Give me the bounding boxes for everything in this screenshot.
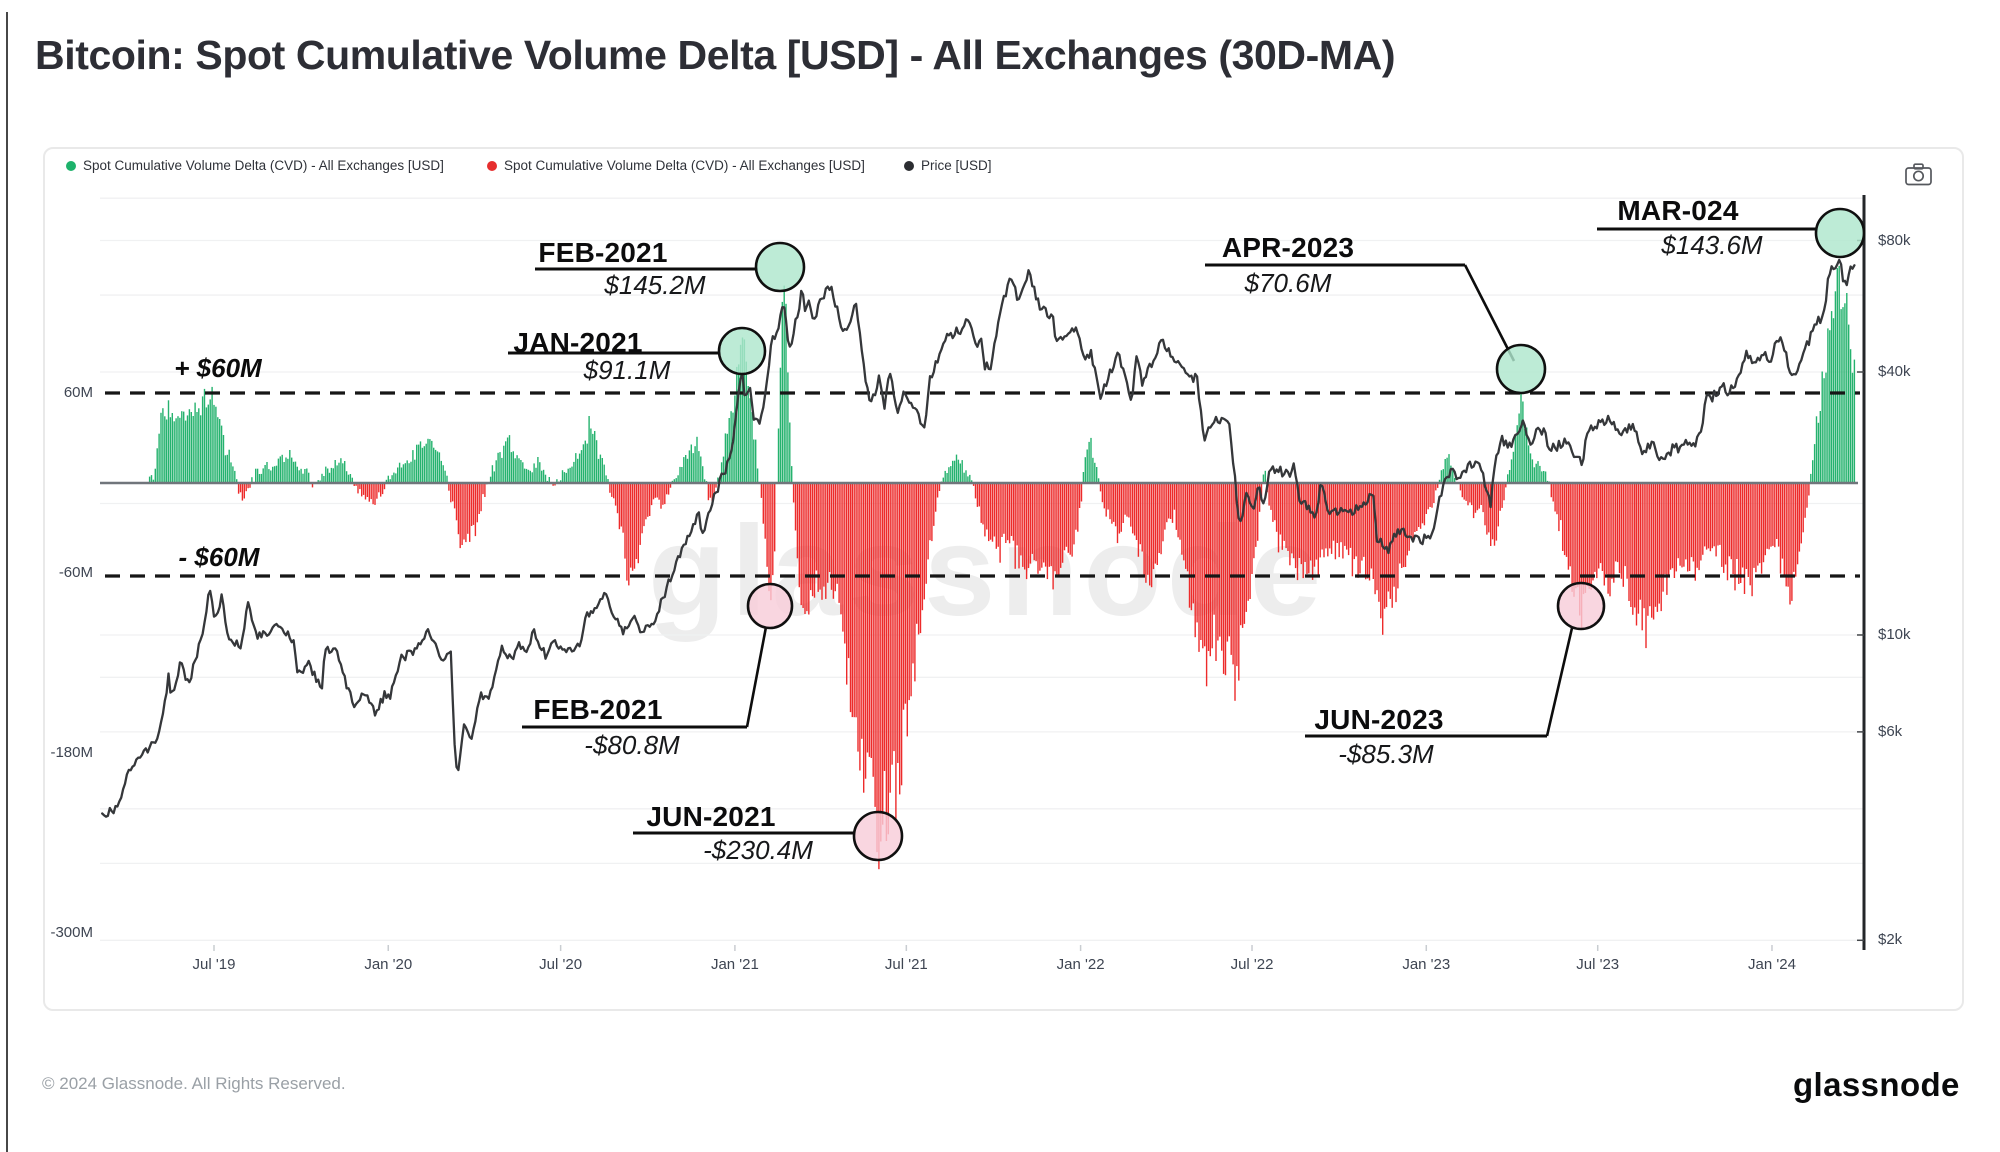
- copyright-text: © 2024 Glassnode. All Rights Reserved.: [42, 1074, 346, 1093]
- annotation-circle-feb-2021-neg: [746, 582, 794, 630]
- annotation-circle-feb-2021-pos: [754, 241, 806, 293]
- annotation-connector: [1463, 264, 1516, 362]
- annotation-connector: [745, 626, 768, 728]
- screenshot-button[interactable]: [1905, 163, 1932, 191]
- legend-item-cvd-positive[interactable]: Spot Cumulative Volume Delta (CVD) - All…: [66, 158, 444, 173]
- legend-label: Price [USD]: [921, 158, 992, 173]
- legend-dot-price: [904, 160, 914, 171]
- annotation-connector: [1545, 627, 1574, 737]
- window-edge: [6, 12, 8, 1152]
- annotation-circle-jun-2023: [1556, 581, 1606, 631]
- legend-dot-cvd-negative: [487, 160, 497, 171]
- annotation-circle-mar-024: [1814, 207, 1866, 259]
- price-line: [101, 258, 1856, 818]
- legend-item-cvd-negative[interactable]: Spot Cumulative Volume Delta (CVD) - All…: [487, 158, 865, 173]
- legend-dot-cvd-positive: [66, 160, 76, 171]
- camera-icon: [1905, 163, 1932, 186]
- annotation-circle-jan-2021: [717, 326, 767, 376]
- cvd-bars-negative: [237, 483, 1810, 870]
- glassnode-wordmark: glassnode: [1793, 1066, 1960, 1103]
- annotation-circle-apr-2023: [1495, 343, 1547, 395]
- page-title: Bitcoin: Spot Cumulative Volume Delta [U…: [35, 32, 1396, 78]
- legend-label: Spot Cumulative Volume Delta (CVD) - All…: [83, 158, 444, 173]
- cvd-bars-positive: [148, 265, 1856, 483]
- legend-item-price[interactable]: Price [USD]: [904, 158, 992, 173]
- legend-label: Spot Cumulative Volume Delta (CVD) - All…: [504, 158, 865, 173]
- annotation-circle-jun-2021: [852, 810, 904, 862]
